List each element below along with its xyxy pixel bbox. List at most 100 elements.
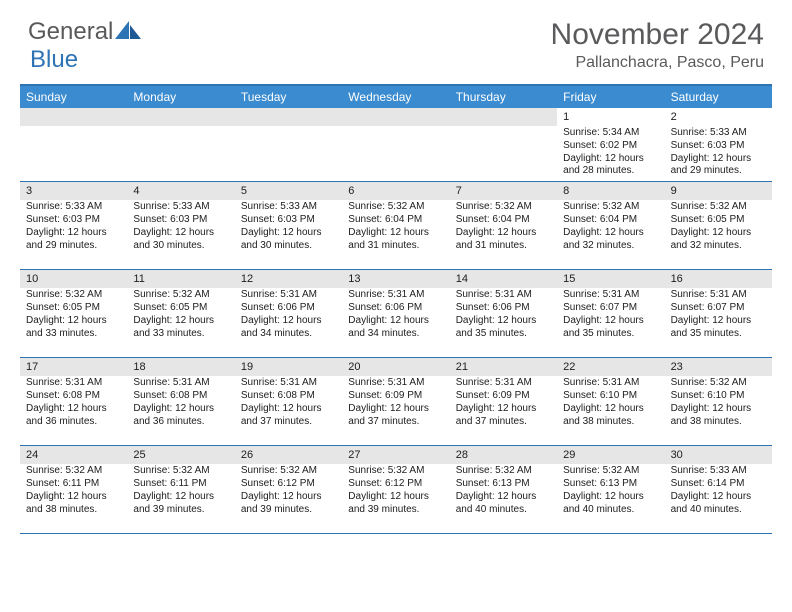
daylight-text: Daylight: 12 hours <box>26 227 123 240</box>
sunrise-text: Sunrise: 5:31 AM <box>456 377 553 390</box>
daylight-text: Daylight: 12 hours <box>133 403 230 416</box>
sunrise-text: Sunrise: 5:32 AM <box>456 201 553 214</box>
daylight-text: and 32 minutes. <box>563 240 660 253</box>
daylight-text: Daylight: 12 hours <box>348 315 445 328</box>
sunset-text: Sunset: 6:08 PM <box>26 390 123 403</box>
sunrise-text: Sunrise: 5:31 AM <box>133 377 230 390</box>
calendar-cell: 20Sunrise: 5:31 AMSunset: 6:09 PMDayligh… <box>342 358 449 446</box>
day-number: 26 <box>235 446 342 464</box>
calendar-cell: 18Sunrise: 5:31 AMSunset: 6:08 PMDayligh… <box>127 358 234 446</box>
sunrise-text: Sunrise: 5:32 AM <box>671 201 768 214</box>
sunrise-text: Sunrise: 5:33 AM <box>133 201 230 214</box>
sunrise-text: Sunrise: 5:32 AM <box>456 465 553 478</box>
daylight-text: Daylight: 12 hours <box>563 403 660 416</box>
daylight-text: Daylight: 12 hours <box>26 403 123 416</box>
weekday-header-row: Sunday Monday Tuesday Wednesday Thursday… <box>20 86 772 108</box>
day-number: 23 <box>665 358 772 376</box>
daylight-text: and 39 minutes. <box>133 504 230 517</box>
day-number: 9 <box>665 182 772 200</box>
sunrise-text: Sunrise: 5:31 AM <box>563 377 660 390</box>
sunrise-text: Sunrise: 5:32 AM <box>563 201 660 214</box>
logo-sail-icon <box>115 21 141 39</box>
daylight-text: Daylight: 12 hours <box>456 315 553 328</box>
sunrise-text: Sunrise: 5:32 AM <box>348 201 445 214</box>
daylight-text: Daylight: 12 hours <box>563 491 660 504</box>
calendar-cell <box>450 108 557 182</box>
sunrise-text: Sunrise: 5:31 AM <box>241 289 338 302</box>
daylight-text: and 38 minutes. <box>671 416 768 429</box>
day-number: 15 <box>557 270 664 288</box>
daylight-text: and 39 minutes. <box>241 504 338 517</box>
day-number: 25 <box>127 446 234 464</box>
sunset-text: Sunset: 6:10 PM <box>563 390 660 403</box>
daylight-text: and 33 minutes. <box>133 328 230 341</box>
calendar-cell <box>235 108 342 182</box>
day-number: 7 <box>450 182 557 200</box>
daylight-text: and 40 minutes. <box>563 504 660 517</box>
weekday-wednesday: Wednesday <box>342 86 449 108</box>
daylight-text: Daylight: 12 hours <box>133 227 230 240</box>
daylight-text: and 39 minutes. <box>348 504 445 517</box>
sunset-text: Sunset: 6:12 PM <box>241 478 338 491</box>
daylight-text: and 31 minutes. <box>348 240 445 253</box>
calendar-cell: 8Sunrise: 5:32 AMSunset: 6:04 PMDaylight… <box>557 182 664 270</box>
daylight-text: Daylight: 12 hours <box>241 491 338 504</box>
sunrise-text: Sunrise: 5:31 AM <box>241 377 338 390</box>
calendar-cell: 15Sunrise: 5:31 AMSunset: 6:07 PMDayligh… <box>557 270 664 358</box>
calendar-cell: 16Sunrise: 5:31 AMSunset: 6:07 PMDayligh… <box>665 270 772 358</box>
sunrise-text: Sunrise: 5:32 AM <box>133 289 230 302</box>
sunset-text: Sunset: 6:07 PM <box>671 302 768 315</box>
weekday-thursday: Thursday <box>450 86 557 108</box>
day-number: 29 <box>557 446 664 464</box>
sunset-text: Sunset: 6:12 PM <box>348 478 445 491</box>
daylight-text: and 35 minutes. <box>563 328 660 341</box>
daylight-text: and 31 minutes. <box>456 240 553 253</box>
calendar-cell: 23Sunrise: 5:32 AMSunset: 6:10 PMDayligh… <box>665 358 772 446</box>
sunset-text: Sunset: 6:11 PM <box>133 478 230 491</box>
sunrise-text: Sunrise: 5:32 AM <box>26 289 123 302</box>
sunrise-text: Sunrise: 5:31 AM <box>563 289 660 302</box>
day-number: 19 <box>235 358 342 376</box>
day-number: 28 <box>450 446 557 464</box>
sunset-text: Sunset: 6:03 PM <box>133 214 230 227</box>
day-number: 3 <box>20 182 127 200</box>
calendar-cell <box>20 108 127 182</box>
calendar-cell: 6Sunrise: 5:32 AMSunset: 6:04 PMDaylight… <box>342 182 449 270</box>
daylight-text: and 36 minutes. <box>133 416 230 429</box>
daylight-text: Daylight: 12 hours <box>671 403 768 416</box>
sunset-text: Sunset: 6:04 PM <box>563 214 660 227</box>
calendar-cell: 4Sunrise: 5:33 AMSunset: 6:03 PMDaylight… <box>127 182 234 270</box>
calendar-cell: 21Sunrise: 5:31 AMSunset: 6:09 PMDayligh… <box>450 358 557 446</box>
daylight-text: Daylight: 12 hours <box>456 227 553 240</box>
sunset-text: Sunset: 6:07 PM <box>563 302 660 315</box>
daylight-text: Daylight: 12 hours <box>563 153 660 166</box>
calendar-body: 1Sunrise: 5:34 AMSunset: 6:02 PMDaylight… <box>20 108 772 534</box>
sunrise-text: Sunrise: 5:32 AM <box>563 465 660 478</box>
sunset-text: Sunset: 6:03 PM <box>671 140 768 153</box>
calendar-row: 3Sunrise: 5:33 AMSunset: 6:03 PMDaylight… <box>20 182 772 270</box>
day-number: 5 <box>235 182 342 200</box>
sunrise-text: Sunrise: 5:33 AM <box>26 201 123 214</box>
sunset-text: Sunset: 6:10 PM <box>671 390 768 403</box>
sunset-text: Sunset: 6:05 PM <box>26 302 123 315</box>
daylight-text: and 38 minutes. <box>563 416 660 429</box>
title-block: November 2024 Pallanchacra, Pasco, Peru <box>551 18 764 72</box>
weekday-monday: Monday <box>127 86 234 108</box>
daylight-text: Daylight: 12 hours <box>348 403 445 416</box>
calendar-cell: 28Sunrise: 5:32 AMSunset: 6:13 PMDayligh… <box>450 446 557 534</box>
calendar-cell: 9Sunrise: 5:32 AMSunset: 6:05 PMDaylight… <box>665 182 772 270</box>
calendar-cell: 22Sunrise: 5:31 AMSunset: 6:10 PMDayligh… <box>557 358 664 446</box>
calendar-row: 1Sunrise: 5:34 AMSunset: 6:02 PMDaylight… <box>20 108 772 182</box>
daylight-text: and 34 minutes. <box>241 328 338 341</box>
weekday-tuesday: Tuesday <box>235 86 342 108</box>
daylight-text: and 37 minutes. <box>456 416 553 429</box>
sunset-text: Sunset: 6:13 PM <box>563 478 660 491</box>
sunset-text: Sunset: 6:04 PM <box>456 214 553 227</box>
daylight-text: and 35 minutes. <box>671 328 768 341</box>
daylight-text: and 30 minutes. <box>241 240 338 253</box>
daylight-text: and 33 minutes. <box>26 328 123 341</box>
day-number: 14 <box>450 270 557 288</box>
calendar-cell: 1Sunrise: 5:34 AMSunset: 6:02 PMDaylight… <box>557 108 664 182</box>
calendar-cell: 26Sunrise: 5:32 AMSunset: 6:12 PMDayligh… <box>235 446 342 534</box>
sunrise-text: Sunrise: 5:32 AM <box>241 465 338 478</box>
